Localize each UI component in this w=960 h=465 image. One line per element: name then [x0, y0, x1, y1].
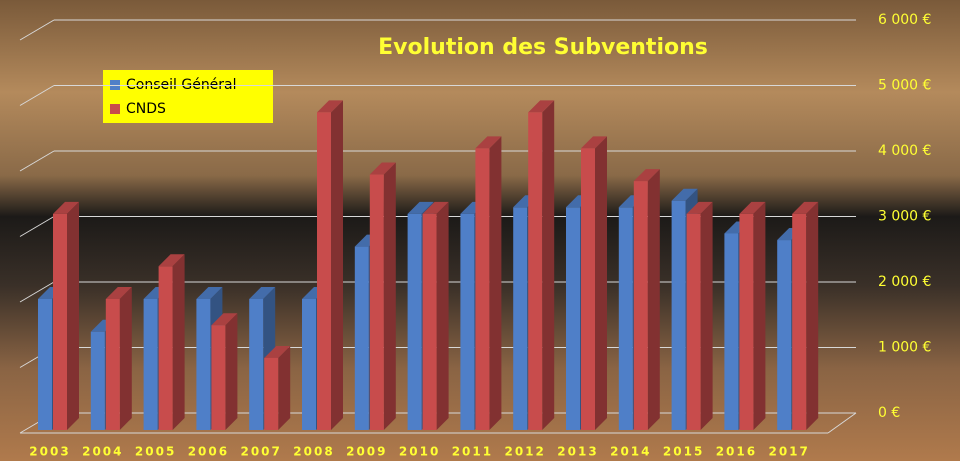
bar-top — [633, 169, 660, 182]
bar — [475, 148, 490, 430]
bar-top — [475, 136, 502, 149]
x-tick-label: 2011 — [452, 445, 493, 459]
bar — [302, 299, 316, 430]
bar — [422, 213, 437, 430]
bar — [249, 299, 264, 430]
bar — [158, 266, 173, 430]
bar — [460, 213, 475, 430]
bar-top — [528, 100, 555, 113]
bar-side — [172, 254, 185, 430]
bar — [792, 213, 807, 430]
bar — [38, 299, 52, 430]
x-tick-label: 2013 — [557, 445, 598, 459]
bar — [633, 181, 648, 430]
x-tick-label: 2005 — [135, 445, 176, 459]
y-tick-label: 2 000 € — [878, 274, 931, 290]
bar — [143, 299, 158, 430]
bar-side — [436, 201, 449, 430]
bar-top — [317, 100, 343, 113]
bar-side — [700, 201, 713, 430]
bar-top — [407, 201, 434, 214]
bar — [528, 112, 543, 430]
bar-top — [792, 201, 819, 214]
y-tick-label: 1 000 € — [878, 340, 931, 356]
x-tick-label: 2014 — [610, 445, 651, 459]
legend-box — [103, 70, 273, 123]
x-tick-label: 2007 — [240, 445, 281, 459]
x-tick-label: 2006 — [188, 445, 229, 459]
bar — [566, 207, 580, 430]
bar-side — [647, 169, 660, 430]
bar — [739, 213, 754, 430]
x-tick-label: 2008 — [293, 445, 334, 459]
bar-top — [686, 201, 713, 214]
bar — [618, 207, 633, 430]
x-tick-label: 2009 — [346, 445, 387, 459]
bar — [90, 331, 105, 430]
bar — [671, 200, 686, 430]
bar — [724, 233, 739, 430]
bar-side — [331, 100, 343, 430]
bar — [105, 299, 120, 430]
grid-line-side — [19, 281, 55, 303]
bar — [407, 213, 422, 430]
bar — [369, 174, 384, 430]
y-tick-label: 5 000 € — [878, 78, 931, 94]
chart-title: Evolution des Subventions — [378, 35, 708, 60]
y-tick-label: 0 € — [878, 405, 900, 421]
bar-top — [671, 188, 698, 201]
grid-line-side — [19, 85, 55, 106]
bar-top — [158, 254, 185, 267]
floor-edge — [827, 412, 857, 434]
bar-side — [278, 345, 291, 430]
bar — [777, 240, 792, 430]
bar-side — [806, 201, 819, 430]
bar-side — [542, 100, 555, 430]
bar-top — [53, 201, 79, 214]
grid-line-side — [19, 19, 55, 41]
bar-top — [422, 201, 449, 214]
legend-label: CNDS — [126, 101, 166, 117]
x-tick-label: 2010 — [399, 445, 440, 459]
bar-side — [383, 162, 396, 431]
bar — [264, 357, 279, 430]
bar-top — [369, 162, 396, 175]
bar-side — [119, 287, 132, 430]
bar-top — [105, 287, 132, 299]
bar-top — [264, 345, 291, 358]
bar-top — [211, 313, 238, 326]
bar-side — [225, 313, 238, 430]
y-tick-label: 4 000 € — [878, 143, 931, 159]
bar-side — [67, 201, 79, 430]
bar-top — [581, 136, 607, 149]
legend-swatch — [110, 104, 120, 114]
bar — [211, 325, 226, 430]
bar — [196, 299, 211, 430]
bar-top — [739, 201, 766, 214]
bar — [581, 148, 595, 430]
bar — [354, 246, 369, 430]
x-tick-label: 2003 — [29, 445, 70, 459]
x-tick-label: 2015 — [663, 445, 704, 459]
bar-top — [249, 287, 276, 299]
bar — [513, 207, 528, 430]
grid-line-side — [19, 150, 55, 172]
bar-side — [595, 136, 607, 430]
bar-side — [489, 136, 502, 430]
x-tick-label: 2012 — [504, 445, 545, 459]
bar-side — [753, 201, 766, 430]
x-tick-label: 2017 — [768, 445, 809, 459]
y-tick-label: 6 000 € — [878, 12, 931, 28]
grid-line-side — [19, 216, 55, 237]
y-tick-label: 3 000 € — [878, 209, 931, 225]
bar — [53, 213, 67, 430]
x-tick-label: 2016 — [716, 445, 757, 459]
bar — [686, 213, 701, 430]
x-tick-label: 2004 — [82, 445, 123, 459]
bar — [317, 112, 331, 430]
bar-top — [196, 287, 223, 299]
